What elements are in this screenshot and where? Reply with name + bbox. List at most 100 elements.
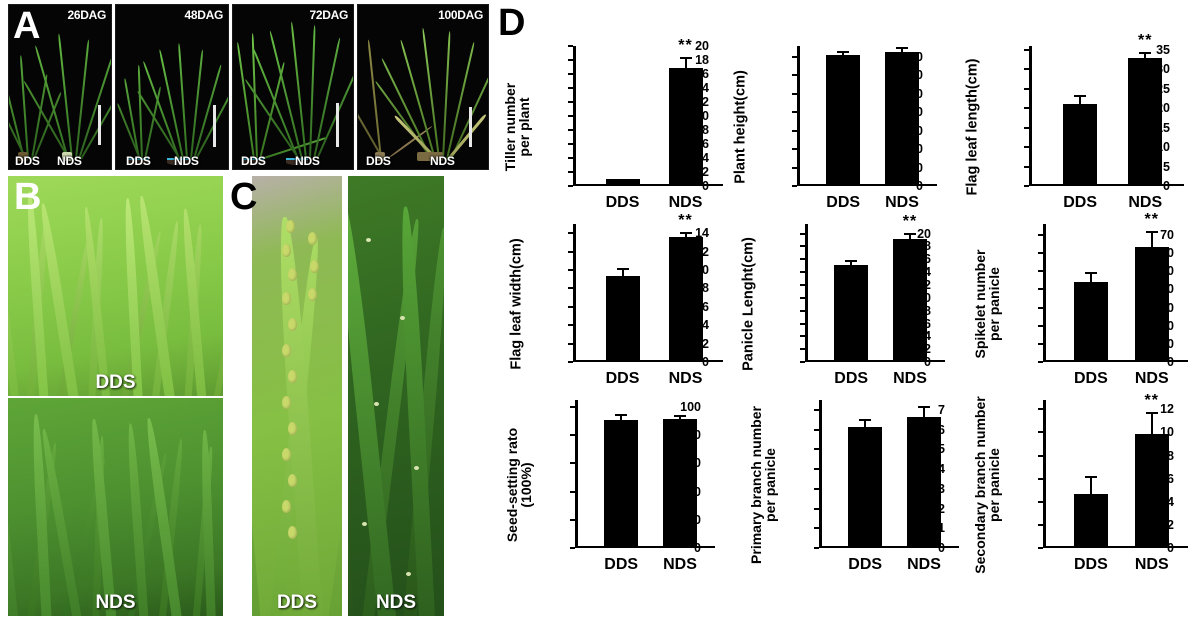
y-tick [800, 271, 805, 274]
y-tick-label: 100 [680, 400, 701, 415]
y-tick [1024, 146, 1029, 149]
y-tick [800, 232, 805, 235]
y-tick [800, 361, 805, 363]
y-tick-label: 1 [938, 521, 945, 536]
error-bar [850, 261, 853, 266]
y-tick-label: 2 [938, 501, 945, 516]
significance-marker: ** [1144, 211, 1159, 229]
y-tick [1024, 165, 1029, 168]
error-bar [1089, 273, 1092, 283]
y-tick-label: 35 [1156, 42, 1170, 57]
x-category-label: DDS [604, 556, 639, 573]
bar-plant-height-dds [826, 55, 861, 184]
label-dds-100dag: DDS [366, 154, 391, 168]
y-tick [570, 406, 575, 409]
y-tick [570, 490, 575, 493]
bar-primary-branch-number-nds [907, 416, 941, 546]
x-category-label: NDS [1134, 556, 1169, 573]
y-tick-label: 0 [1167, 541, 1174, 555]
x-category-label: NDS [893, 370, 927, 387]
error-bar [923, 407, 925, 417]
chart-flag-leaf-length: Flag leaf length(cm) 0 5 10 15 20 25 30 35 DDS ** N… [951, 32, 1200, 216]
y-tick [568, 59, 573, 61]
y-tick-label: 8 [702, 123, 709, 137]
x-category-label: DDS [826, 194, 861, 211]
panel-a-letter: A [13, 5, 41, 47]
chart-seed-setting-ratio: Seed-setting rato(100%)020406080100DDSND… [495, 392, 727, 578]
error-bar-cap [1074, 95, 1087, 98]
plot-area-plant-height: 010203040506070DDSNDS [792, 46, 937, 211]
error-bar-cap [615, 414, 628, 417]
bar-flag-leaf-length-dds [1063, 103, 1098, 184]
error-bar-cap [679, 56, 692, 59]
panel-c-photo-dds: DDS [252, 176, 342, 616]
plot-area-flag-leaf-length: 0 5 10 15 20 25 30 35 DDS ** NDS [1024, 32, 1184, 211]
y-tick-label: 20 [917, 226, 931, 241]
chart-flag-leaf-width: Flag leaf width(cm)02468101214DDS**NDS [495, 212, 727, 392]
y-tick [1038, 252, 1043, 255]
chart-inner-primary-branch-number: Primary branch number per panicle 0 1 2 3 4 5 6 7… [727, 392, 959, 578]
y-tick [568, 129, 573, 131]
label-nds-48dag: NDS [174, 154, 199, 168]
y-tick-label: 0 [924, 355, 931, 369]
y-tick [568, 342, 573, 345]
label-nds-72dag: NDS [295, 154, 320, 168]
y-tick [1038, 454, 1043, 457]
y-tick-label: 3 [938, 481, 945, 496]
chart-inner-plant-height: Plant height(cm)010203040506070DDSNDS [727, 38, 947, 216]
y-tick [800, 283, 805, 286]
scale-bar-100dag [469, 107, 472, 147]
error-bar [620, 416, 623, 420]
significance-marker: ** [1144, 391, 1159, 409]
y-tick [1038, 523, 1043, 526]
y-tick-label: 6 [924, 316, 931, 331]
y-tick [568, 305, 573, 308]
y-axis-line [1043, 400, 1046, 548]
x-category-label: DDS [848, 556, 883, 573]
y-tick [1038, 500, 1043, 503]
y-axis-label-flag-leaf-width: Flag leaf width(cm) [508, 238, 525, 370]
error-bar-cap [837, 50, 850, 53]
y-tick [814, 507, 819, 510]
y-tick-label: 4 [1167, 494, 1174, 509]
error-bar [1150, 413, 1153, 435]
y-tick [1038, 306, 1043, 309]
y-axis-label-secondary-branch-number: Secondary branch number per panicle [972, 396, 1002, 574]
y-tick-label: 5 [1163, 159, 1170, 174]
y-tick [1024, 126, 1029, 129]
panel-c-label-dds: DDS [276, 592, 318, 613]
label-dds-72dag: DDS [241, 154, 266, 168]
y-tick-label: 6 [702, 299, 709, 314]
plot-area-panicle-length: 02468101214161820DDS**NDS [800, 213, 945, 387]
y-tick [568, 361, 573, 363]
y-tick-label: 0 [1167, 355, 1174, 369]
panel-d-letter: D [498, 2, 526, 44]
y-tick-label: 70 [1160, 227, 1174, 242]
y-tick [792, 111, 797, 114]
y-axis-line [819, 400, 822, 548]
label-nds-26dag: NDS [57, 154, 82, 168]
error-bar [1150, 233, 1153, 247]
y-tick [568, 101, 573, 103]
y-tick [814, 448, 819, 451]
error-bar [864, 420, 867, 428]
error-bar-cap [679, 231, 692, 234]
plot-area-spikelet-number: 010203040506070DDS**NDS [1038, 211, 1188, 387]
y-tick [1038, 324, 1043, 327]
y-tick [1024, 48, 1029, 51]
y-tick-label: 6 [702, 137, 709, 151]
y-tick-label: 8 [702, 281, 709, 296]
chart-inner-secondary-branch-number: Secondary branch number per panicle 0 2 4 6 8 1… [951, 392, 1196, 578]
y-tick [568, 87, 573, 89]
scale-bar-72dag [336, 103, 339, 147]
y-tick-label: 20 [695, 39, 709, 53]
panel-a-cell-100dag: 100DAG DDS NDS [357, 4, 489, 170]
y-tick-label: 6 [938, 422, 945, 437]
y-tick [568, 250, 573, 253]
y-tick [1038, 547, 1043, 549]
y-tick-label: 0 [1163, 179, 1170, 193]
y-tick [792, 56, 797, 59]
